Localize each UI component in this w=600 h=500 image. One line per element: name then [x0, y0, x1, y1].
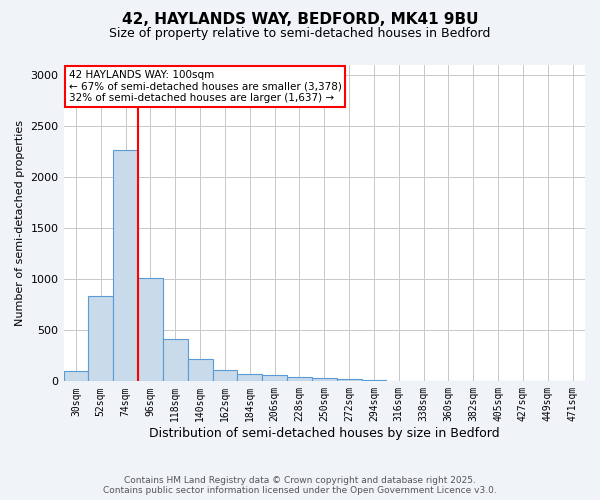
Bar: [262, 375, 287, 382]
Y-axis label: Number of semi-detached properties: Number of semi-detached properties: [15, 120, 25, 326]
Text: Size of property relative to semi-detached houses in Bedford: Size of property relative to semi-detach…: [109, 28, 491, 40]
Bar: [113, 150, 138, 382]
Bar: [163, 340, 188, 382]
Bar: [88, 296, 113, 382]
Bar: [287, 376, 312, 382]
Bar: [212, 370, 238, 382]
X-axis label: Distribution of semi-detached houses by size in Bedford: Distribution of semi-detached houses by …: [149, 427, 500, 440]
Bar: [138, 278, 163, 382]
Text: Contains HM Land Registry data © Crown copyright and database right 2025.
Contai: Contains HM Land Registry data © Crown c…: [103, 476, 497, 495]
Bar: [362, 380, 386, 382]
Bar: [312, 378, 337, 382]
Text: 42, HAYLANDS WAY, BEDFORD, MK41 9BU: 42, HAYLANDS WAY, BEDFORD, MK41 9BU: [122, 12, 478, 28]
Bar: [386, 380, 411, 382]
Bar: [411, 381, 436, 382]
Bar: [238, 374, 262, 382]
Bar: [188, 360, 212, 382]
Text: 42 HAYLANDS WAY: 100sqm
← 67% of semi-detached houses are smaller (3,378)
32% of: 42 HAYLANDS WAY: 100sqm ← 67% of semi-de…: [69, 70, 341, 103]
Bar: [64, 371, 88, 382]
Bar: [337, 380, 362, 382]
